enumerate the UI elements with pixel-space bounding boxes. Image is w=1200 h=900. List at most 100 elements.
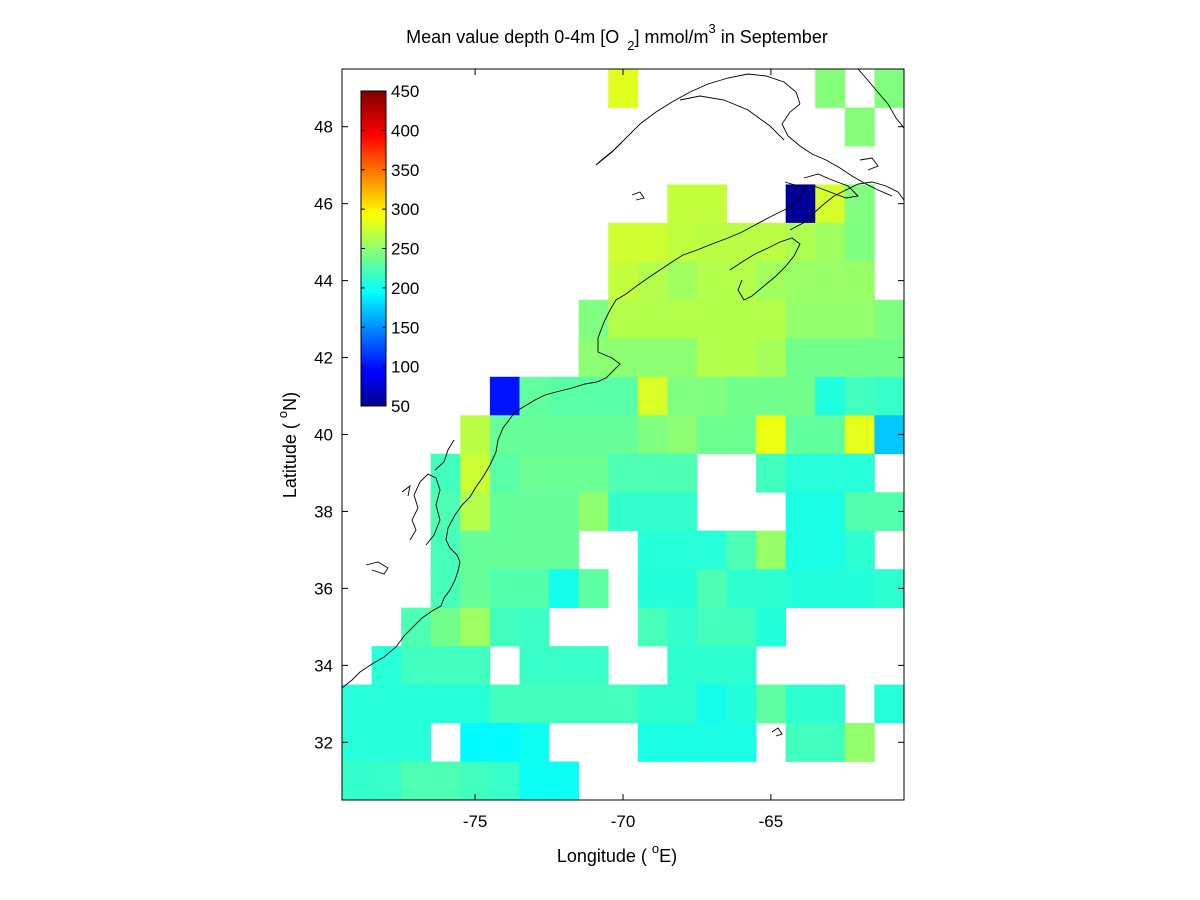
grid-cell — [608, 684, 639, 724]
grid-cell — [696, 222, 727, 262]
grid-cell — [667, 569, 698, 609]
grid-cell — [578, 415, 609, 455]
grid-cell — [696, 184, 727, 224]
grid-cell — [549, 492, 580, 532]
grid-cell — [726, 569, 757, 609]
colorbar-tick-label: 150 — [391, 318, 419, 337]
colorbar: 450 400 350 300 250 200 150 100 50 — [360, 82, 419, 416]
grid-cell — [519, 723, 550, 762]
grid-cell — [637, 492, 668, 532]
grid-cell — [578, 646, 609, 685]
grid-cell — [667, 646, 698, 685]
grid-cell — [667, 684, 698, 724]
ylabel-superscript: o — [275, 411, 290, 418]
coastline — [341, 68, 905, 737]
grid-cell — [549, 684, 580, 724]
y-tick-label: 44 — [314, 272, 333, 291]
xlabel-prefix: Longitude ( — [557, 846, 652, 866]
grid-cell — [815, 338, 846, 378]
grid-cell — [637, 222, 668, 262]
grid-cell — [637, 569, 668, 609]
grid-cell — [815, 222, 846, 262]
grid-cell — [637, 415, 668, 455]
grid-cell — [785, 261, 816, 301]
map-area: -75 -70 -65 32 34 36 38 40 42 44 46 48 — [314, 68, 905, 831]
grid-cell — [756, 684, 787, 724]
grid-cell — [637, 261, 668, 301]
grid-cell — [667, 184, 698, 224]
grid-cell — [785, 569, 816, 609]
grid-cell — [696, 684, 727, 724]
grid-cell — [844, 107, 875, 147]
grid-cell — [489, 492, 520, 532]
grid-cell — [667, 299, 698, 339]
y-axis-title: Latitude ( oN) — [275, 392, 300, 498]
grid-cell — [460, 607, 491, 647]
grid-cell — [401, 646, 432, 685]
grid-cell — [667, 530, 698, 570]
grid-cell — [489, 569, 520, 609]
grid-cell — [401, 684, 432, 724]
grid-cell — [696, 723, 727, 762]
grid-cell — [578, 492, 609, 532]
grid-cell — [756, 415, 787, 455]
grid-cell — [726, 338, 757, 378]
grid-cell — [608, 453, 639, 493]
grid-cell — [726, 376, 757, 416]
grid-cell — [608, 69, 639, 108]
grid-cell — [696, 569, 727, 609]
grid-cell — [726, 222, 757, 262]
grid-cell — [460, 415, 491, 455]
grid-cell — [844, 299, 875, 339]
grid-cell — [489, 607, 520, 647]
grid-cell — [401, 761, 432, 801]
grid-cell — [608, 376, 639, 416]
grid-cell — [519, 376, 550, 416]
grid-cell — [637, 338, 668, 378]
grid-cell — [726, 415, 757, 455]
grid-cell — [637, 299, 668, 339]
grid-cell — [549, 569, 580, 609]
grid-cell — [460, 761, 491, 801]
y-tick-label: 32 — [314, 733, 333, 752]
grid-cell — [430, 761, 461, 801]
grid-cell — [756, 222, 787, 262]
grid-cell — [667, 723, 698, 762]
grid-cell — [401, 723, 432, 762]
grid-cell — [489, 376, 520, 416]
grid-cell — [637, 453, 668, 493]
grid-cell — [785, 530, 816, 570]
ylabel-suffix: N) — [280, 392, 300, 411]
colorbar-tick-label: 450 — [391, 82, 419, 101]
grid-cell — [756, 453, 787, 493]
grid-cell — [696, 299, 727, 339]
colorbar-tick-label: 50 — [391, 397, 410, 416]
grid-cell — [667, 261, 698, 301]
grid-cell — [844, 338, 875, 378]
grid-cell — [519, 761, 550, 801]
grid-cell — [460, 453, 491, 493]
grid-cell — [815, 299, 846, 339]
colorbar-tick-label: 250 — [391, 240, 419, 259]
grid-cell — [815, 569, 846, 609]
grid-cell — [578, 299, 609, 339]
grid-cell — [785, 723, 816, 762]
grid-cell — [519, 530, 550, 570]
colorbar-ticks: 450 400 350 300 250 200 150 100 50 — [361, 82, 419, 416]
grid-cell — [637, 607, 668, 647]
grid-cell — [460, 530, 491, 570]
grid-cell — [844, 261, 875, 301]
xlabel-superscript: o — [652, 841, 659, 856]
grid-cell — [460, 723, 491, 762]
grid-cell — [460, 492, 491, 532]
grid-cell — [667, 338, 698, 378]
grid-cell — [844, 723, 875, 762]
x-tick-label: -75 — [463, 812, 488, 831]
grid-cell — [756, 338, 787, 378]
grid-cell — [519, 492, 550, 532]
grid-cell — [489, 453, 520, 493]
grid-cell — [815, 684, 846, 724]
grid-cell — [578, 376, 609, 416]
grid-cell — [844, 492, 875, 532]
